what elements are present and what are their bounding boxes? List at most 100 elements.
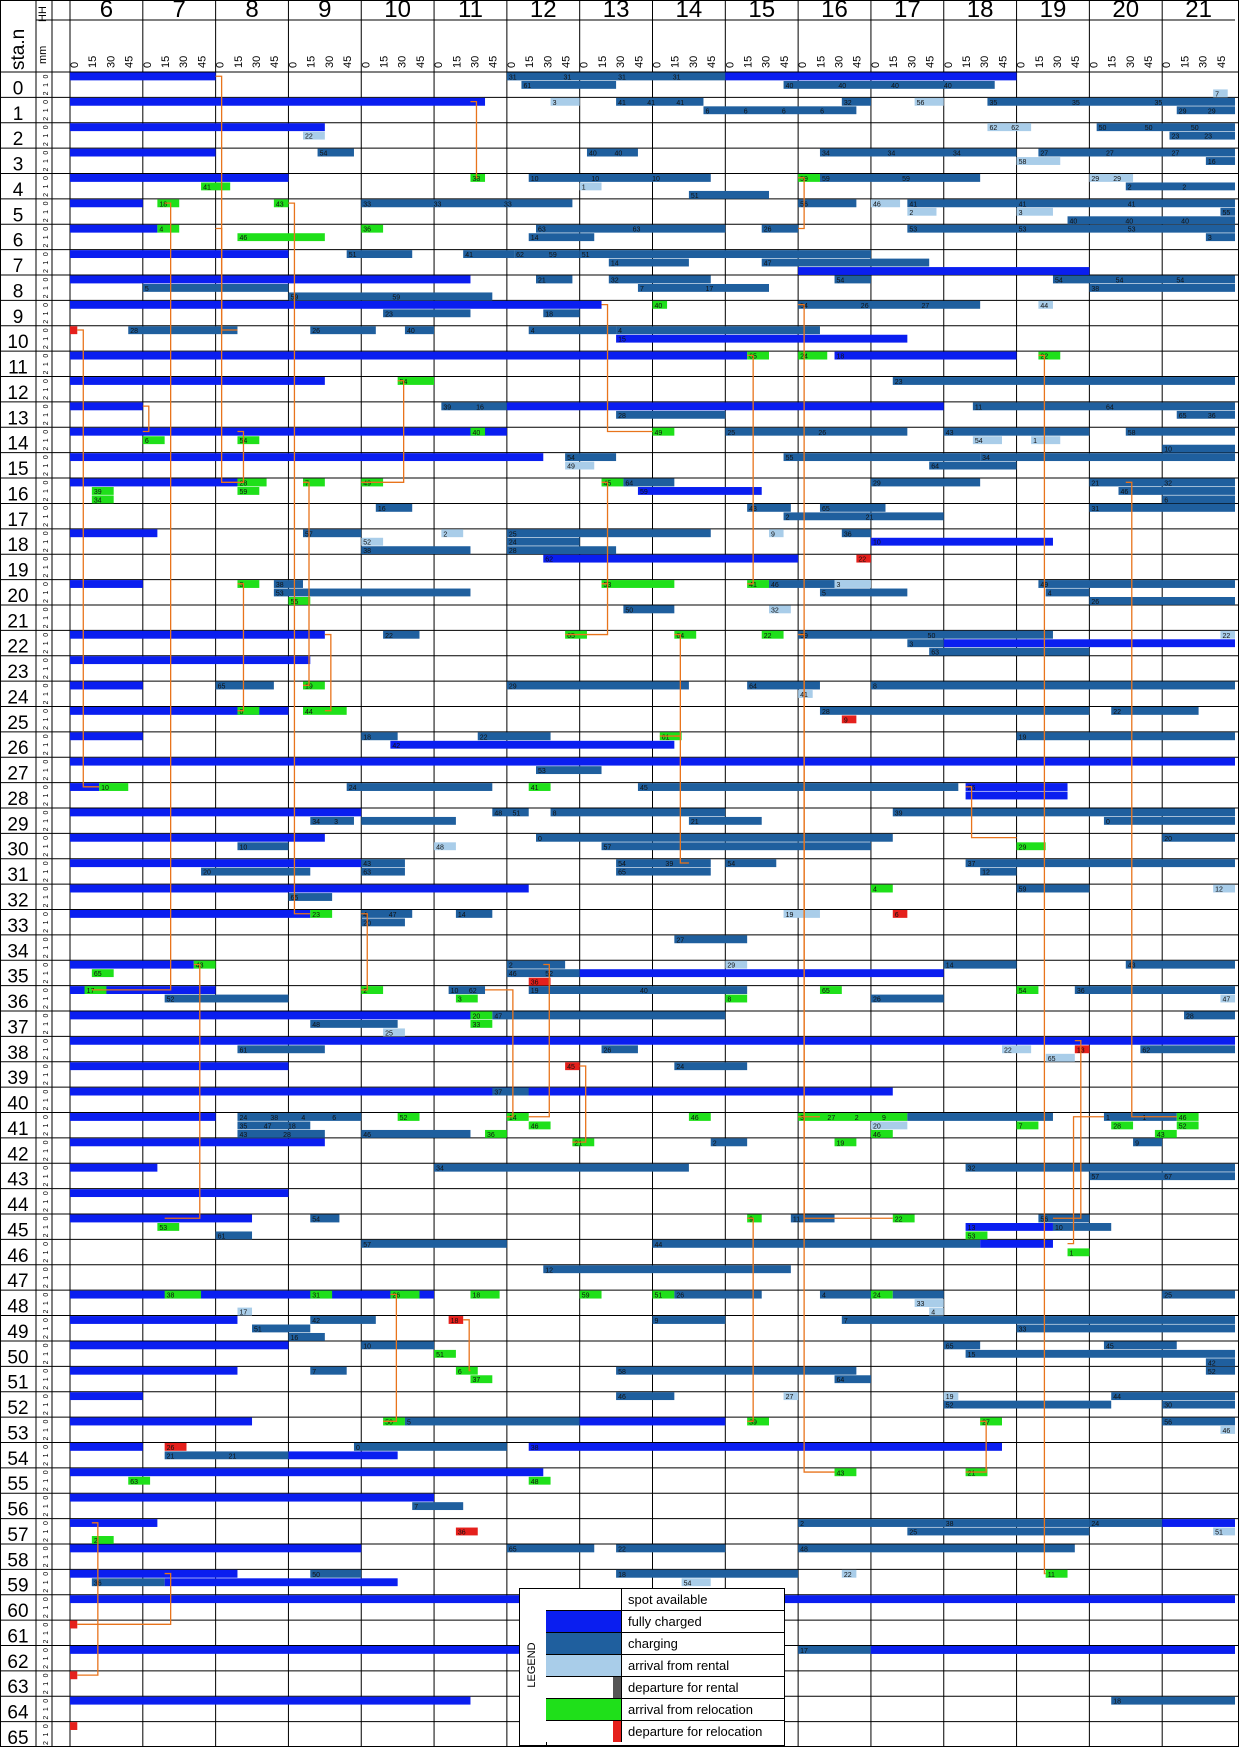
bar-label: 6	[895, 912, 899, 919]
slot-tick: 1	[43, 540, 50, 544]
bar-segment	[980, 1239, 1053, 1248]
station-label: 37	[7, 1017, 28, 1038]
bar-label: 41	[647, 100, 655, 107]
bar-segment	[142, 283, 289, 292]
bar-label: 62	[469, 988, 477, 995]
station-label: 33	[7, 916, 28, 937]
bar-segment	[455, 910, 493, 918]
bar-segment	[769, 605, 791, 614]
bar-segment	[506, 681, 689, 690]
bar-segment	[310, 1019, 398, 1028]
slot-tick: 0	[43, 1166, 50, 1170]
bar-label: 7	[640, 286, 644, 293]
bar-label: 28	[509, 548, 517, 555]
slot-tick: 1	[43, 997, 50, 1001]
slot-tick: 2	[43, 1513, 50, 1517]
bar-label: 35	[1072, 100, 1080, 107]
bar-label: 16	[378, 506, 386, 513]
slot-tick: 0	[43, 1293, 50, 1297]
bar-segment	[965, 1349, 1235, 1358]
bar-label: 29	[1113, 176, 1121, 183]
bar-segment	[70, 300, 602, 309]
bar-segment	[798, 300, 981, 309]
bar-label: 9	[749, 1217, 753, 1224]
bar-segment	[579, 1417, 726, 1426]
slot-tick: 2	[43, 269, 50, 273]
bar-segment	[237, 1045, 325, 1054]
slot-tick: 1	[43, 794, 50, 798]
bar-label: 25	[509, 531, 517, 538]
bar-segment	[361, 910, 413, 918]
bar-segment	[70, 808, 362, 817]
bar-label: 6	[705, 108, 709, 115]
slot-tick: 1	[43, 362, 50, 366]
slot-tick: 0	[43, 506, 50, 510]
bar-label: 59	[392, 294, 400, 301]
bar-segment	[725, 72, 1017, 81]
bar-label: 12	[982, 870, 990, 877]
bar-label: 49	[655, 430, 663, 437]
bar-segment	[688, 1113, 711, 1121]
bar-segment	[506, 969, 580, 978]
bar-segment	[91, 969, 114, 978]
station-label: 23	[7, 662, 28, 683]
bar-segment	[943, 1392, 959, 1401]
bar-segment	[608, 258, 689, 267]
bar-label: 40	[891, 83, 899, 90]
slot-tick: 0	[43, 988, 50, 992]
bar-label: 10	[1055, 1225, 1063, 1232]
bar-segment	[70, 1392, 143, 1401]
bar-label: 19	[837, 1140, 845, 1147]
bar-label: 43	[363, 861, 371, 868]
bar-segment	[506, 1544, 595, 1553]
bar-segment	[70, 1468, 544, 1477]
bar-label: 9	[1135, 1140, 1139, 1147]
bar-segment	[674, 1290, 762, 1299]
bar-label: 10	[239, 844, 247, 851]
bar-label: 3	[239, 582, 243, 589]
station-label: 0	[13, 78, 24, 99]
legend-item-arrival-from-relocation: arrival from relocation	[546, 1699, 784, 1721]
station-label: 42	[7, 1144, 28, 1165]
bar-label: 51	[436, 1352, 444, 1359]
slot-tick: 0	[43, 760, 50, 764]
bar-segment	[761, 630, 784, 639]
slot-tick: 0	[43, 1369, 50, 1373]
bar-segment	[579, 250, 871, 259]
bar-segment	[463, 250, 515, 259]
bar-label: 2	[713, 1140, 717, 1147]
bar-segment	[237, 842, 289, 851]
bar-segment	[470, 1375, 493, 1384]
bar-label: 57	[363, 1242, 371, 1249]
bar-label: 21	[538, 277, 546, 284]
station-label: 26	[7, 738, 28, 759]
slot-tick: 0	[43, 379, 50, 383]
bar-label: 22	[385, 633, 393, 640]
minute-label: 30	[834, 56, 846, 68]
bar-segment	[834, 1468, 857, 1477]
bar-label: 11	[1048, 1572, 1055, 1579]
bar-segment	[1220, 994, 1235, 1003]
bar-label: 31	[673, 74, 681, 81]
bar-segment	[1002, 1045, 1032, 1054]
bar-label: 17	[87, 988, 95, 995]
bar-segment	[164, 1451, 289, 1460]
bar-label: 53	[968, 1233, 976, 1240]
slot-tick: 1	[43, 920, 50, 924]
bar-segment	[310, 1366, 347, 1375]
slot-tick: 0	[43, 912, 50, 916]
bar-segment	[965, 859, 1235, 868]
bar-segment	[70, 1138, 325, 1147]
bar-label: 29	[727, 963, 735, 970]
bar-label: 2	[909, 210, 913, 217]
bar-segment	[1162, 495, 1235, 504]
slot-tick: 2	[43, 1487, 50, 1491]
bar-segment	[870, 537, 1053, 546]
bar-label: 59	[239, 489, 247, 496]
bar-segment	[128, 326, 238, 335]
bar-label: 17	[705, 286, 713, 293]
bar-segment	[361, 537, 384, 546]
slot-tick: 2	[43, 1360, 50, 1364]
bar-segment	[70, 224, 158, 233]
slot-tick: 2	[43, 497, 50, 501]
